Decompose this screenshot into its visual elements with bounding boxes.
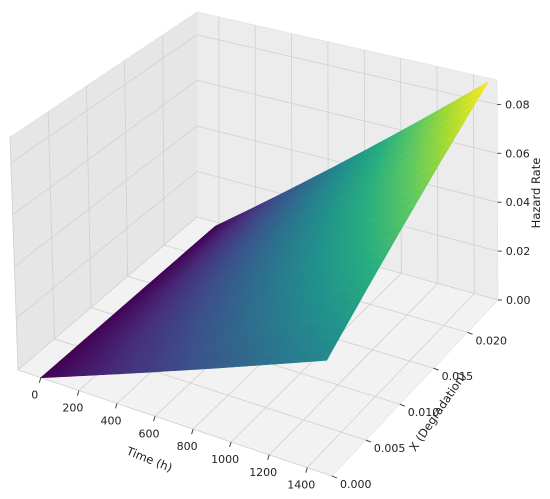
y-tick <box>365 439 372 443</box>
y-tick-label: 0.020 <box>476 334 508 347</box>
x-tick-label: 1400 <box>287 479 315 492</box>
surface-patch <box>318 349 334 362</box>
y-tick-label: 0.000 <box>340 478 372 491</box>
x-tick <box>115 403 118 409</box>
z-tick-label: 0.08 <box>505 98 529 111</box>
x-tick-label: 200 <box>62 402 83 415</box>
x-tick <box>38 377 42 383</box>
y-tick-label: 0.010 <box>408 406 440 419</box>
x-tick <box>267 454 270 460</box>
x-tick <box>191 428 194 435</box>
y-tick-label: 0.015 <box>442 370 474 383</box>
z-axis-title: Hazard Rate <box>529 158 543 229</box>
x-tick-label: 1200 <box>249 466 277 479</box>
x-tick <box>305 467 308 473</box>
x-tick <box>76 390 80 396</box>
x-tick-label: 400 <box>101 414 122 427</box>
z-tick-label: 0.06 <box>505 147 530 160</box>
tick-labels: 0 200 400 600 800 1000 1200 1400 0.000 0.005 0.010… <box>31 98 530 491</box>
y-tick-label: 0.005 <box>374 442 406 455</box>
y-tick <box>433 367 439 371</box>
z-gridline <box>12 79 498 216</box>
y-tick <box>399 403 405 407</box>
surface-plot <box>39 81 490 379</box>
x-tick-label: 0 <box>31 389 38 402</box>
z-tick-label: 0.02 <box>506 245 531 258</box>
x-tick-label: 800 <box>177 440 198 453</box>
x-tick-label: 1000 <box>211 453 239 466</box>
x-axis-title: Time (h) <box>124 443 175 474</box>
z-gridline <box>17 216 499 371</box>
z-gridline <box>10 34 498 164</box>
x-tick-label: 600 <box>139 427 160 440</box>
tick-marks <box>38 103 502 479</box>
x-tick <box>153 416 156 422</box>
z-tick-label: 0.00 <box>506 294 531 307</box>
y-tick <box>467 331 473 335</box>
z-tick-label: 0.04 <box>506 196 530 209</box>
x-tick <box>229 441 232 448</box>
y-tick <box>331 475 338 479</box>
